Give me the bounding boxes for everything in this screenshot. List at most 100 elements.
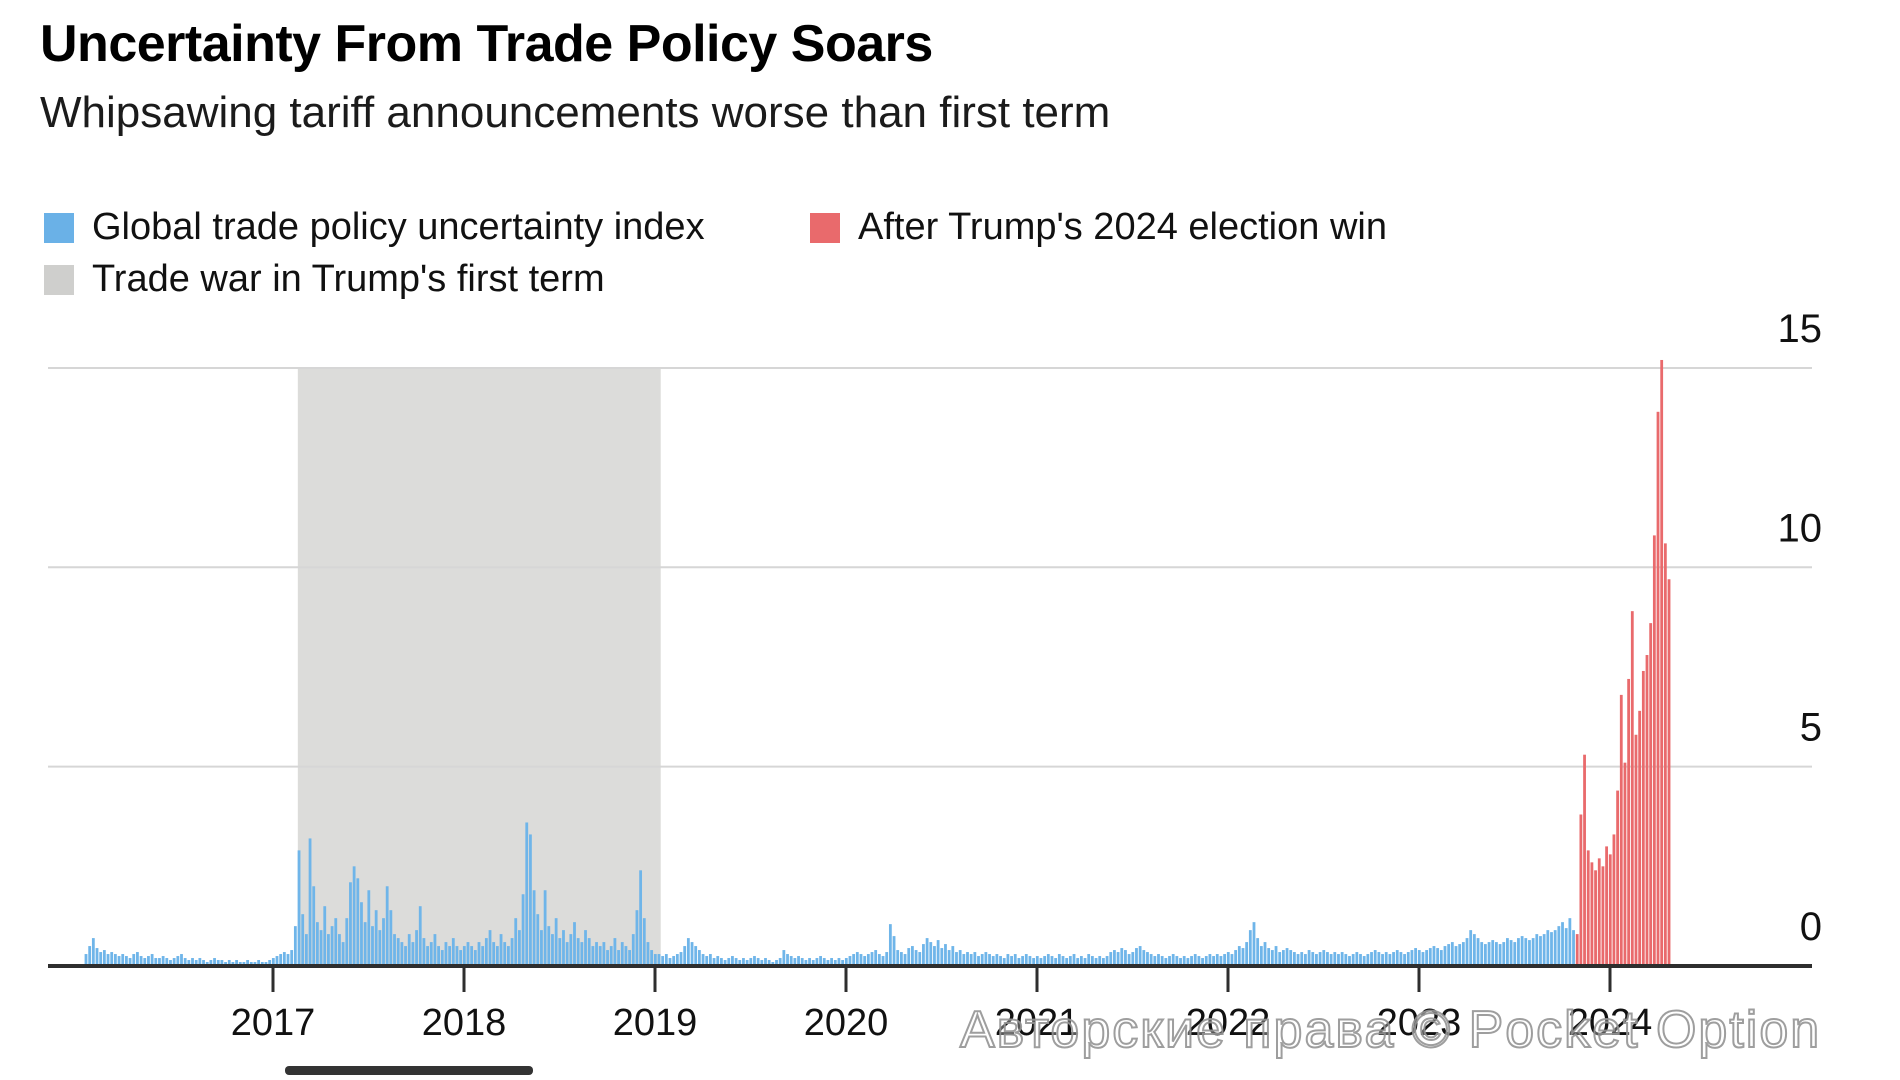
chart-subtitle: Whipsawing tariff announcements worse th…	[40, 88, 1111, 137]
uncertainty-bar	[1079, 956, 1083, 966]
uncertainty-bar	[143, 958, 147, 966]
uncertainty-bar	[697, 950, 701, 966]
uncertainty-bar	[433, 934, 437, 966]
uncertainty-bar	[1160, 956, 1164, 966]
uncertainty-bar	[169, 960, 172, 966]
uncertainty-bar	[1072, 954, 1076, 966]
uncertainty-bar	[1417, 950, 1421, 966]
uncertainty-bar	[1219, 956, 1223, 966]
uncertainty-bar	[999, 956, 1002, 966]
uncertainty-bar	[1392, 952, 1395, 966]
uncertainty-bar	[1098, 956, 1102, 966]
uncertainty-bar	[1090, 956, 1094, 966]
uncertainty-bar	[664, 954, 668, 966]
uncertainty-bar	[297, 850, 301, 966]
uncertainty-bar	[888, 924, 892, 966]
uncertainty-bar	[1623, 762, 1627, 966]
uncertainty-bar	[1248, 930, 1252, 966]
uncertainty-bar	[1237, 946, 1241, 966]
uncertainty-bar	[800, 958, 804, 966]
uncertainty-bar	[767, 960, 771, 966]
uncertainty-bar	[745, 960, 749, 966]
uncertainty-bar	[1318, 952, 1322, 966]
legend-item-after-election: After Trump's 2024 election win	[810, 206, 1387, 249]
uncertainty-bar	[966, 952, 969, 966]
uncertainty-bar	[389, 910, 393, 966]
uncertainty-bar	[1539, 936, 1542, 966]
uncertainty-bar	[558, 938, 562, 966]
uncertainty-bar	[933, 946, 936, 966]
uncertainty-bar	[947, 950, 951, 966]
uncertainty-bar	[1495, 942, 1498, 966]
uncertainty-bar	[683, 946, 687, 966]
uncertainty-bar	[1517, 938, 1520, 966]
uncertainty-bar	[1149, 954, 1153, 966]
uncertainty-bar	[1619, 694, 1623, 966]
uncertainty-bar	[136, 952, 139, 966]
uncertainty-bar	[1399, 952, 1403, 966]
uncertainty-bar	[804, 960, 808, 966]
uncertainty-bar	[1432, 946, 1436, 966]
uncertainty-bar	[503, 942, 507, 966]
uncertainty-bar	[830, 958, 834, 966]
uncertainty-bar	[756, 958, 760, 966]
uncertainty-bar	[1105, 956, 1109, 966]
x-axis-label: 2017	[231, 1002, 316, 1044]
uncertainty-bar	[1296, 954, 1300, 966]
uncertainty-bar	[1212, 956, 1215, 966]
uncertainty-bar	[1660, 359, 1664, 966]
uncertainty-bar	[220, 960, 224, 966]
x-axis-label: 2021	[995, 1002, 1080, 1044]
uncertainty-bar	[385, 886, 389, 966]
uncertainty-bar	[734, 958, 738, 966]
uncertainty-bar	[407, 934, 411, 966]
uncertainty-bar	[1175, 956, 1179, 966]
uncertainty-bar	[562, 930, 565, 966]
uncertainty-bar	[1458, 944, 1462, 966]
uncertainty-bar	[521, 894, 525, 966]
uncertainty-bar	[1597, 858, 1601, 966]
uncertainty-bar	[1032, 958, 1036, 966]
uncertainty-bar	[1370, 952, 1373, 966]
uncertainty-bar	[1553, 930, 1557, 966]
uncertainty-bar	[282, 952, 286, 966]
uncertainty-bar	[477, 942, 481, 966]
y-axis-label: 10	[1778, 506, 1823, 550]
uncertainty-bar	[991, 956, 995, 966]
uncertainty-bar	[448, 946, 452, 966]
uncertainty-bar	[154, 958, 158, 966]
uncertainty-bar	[1443, 946, 1447, 966]
uncertainty-bar	[881, 956, 885, 966]
x-axis-label: 2019	[613, 1002, 698, 1044]
uncertainty-bar	[1649, 623, 1653, 966]
uncertainty-bar	[609, 946, 613, 966]
uncertainty-bar	[731, 956, 734, 966]
uncertainty-bar	[1120, 948, 1124, 966]
uncertainty-bar	[554, 918, 558, 966]
uncertainty-bar	[176, 956, 180, 966]
uncertainty-bar	[506, 946, 510, 966]
uncertainty-bar	[1557, 926, 1561, 966]
uncertainty-bar	[1263, 942, 1267, 966]
uncertainty-bar	[1627, 678, 1631, 966]
uncertainty-bar	[172, 958, 176, 966]
uncertainty-bar	[591, 946, 595, 966]
uncertainty-bar	[514, 918, 518, 966]
uncertainty-bar	[1102, 958, 1105, 966]
uncertainty-bar	[1292, 952, 1296, 966]
uncertainty-bar	[525, 822, 529, 966]
uncertainty-bar	[1586, 850, 1590, 966]
uncertainty-bar	[462, 946, 466, 966]
uncertainty-bar	[1502, 942, 1506, 966]
uncertainty-bar	[1289, 950, 1293, 966]
uncertainty-bar	[1193, 954, 1197, 966]
uncertainty-bar	[1641, 670, 1645, 966]
uncertainty-bar	[510, 938, 514, 966]
uncertainty-bar	[1410, 950, 1414, 966]
uncertainty-bar	[540, 930, 543, 966]
uncertainty-bar	[1153, 956, 1157, 966]
uncertainty-bar	[1590, 862, 1594, 966]
uncertainty-bar	[543, 890, 547, 966]
uncertainty-bar	[330, 926, 334, 966]
